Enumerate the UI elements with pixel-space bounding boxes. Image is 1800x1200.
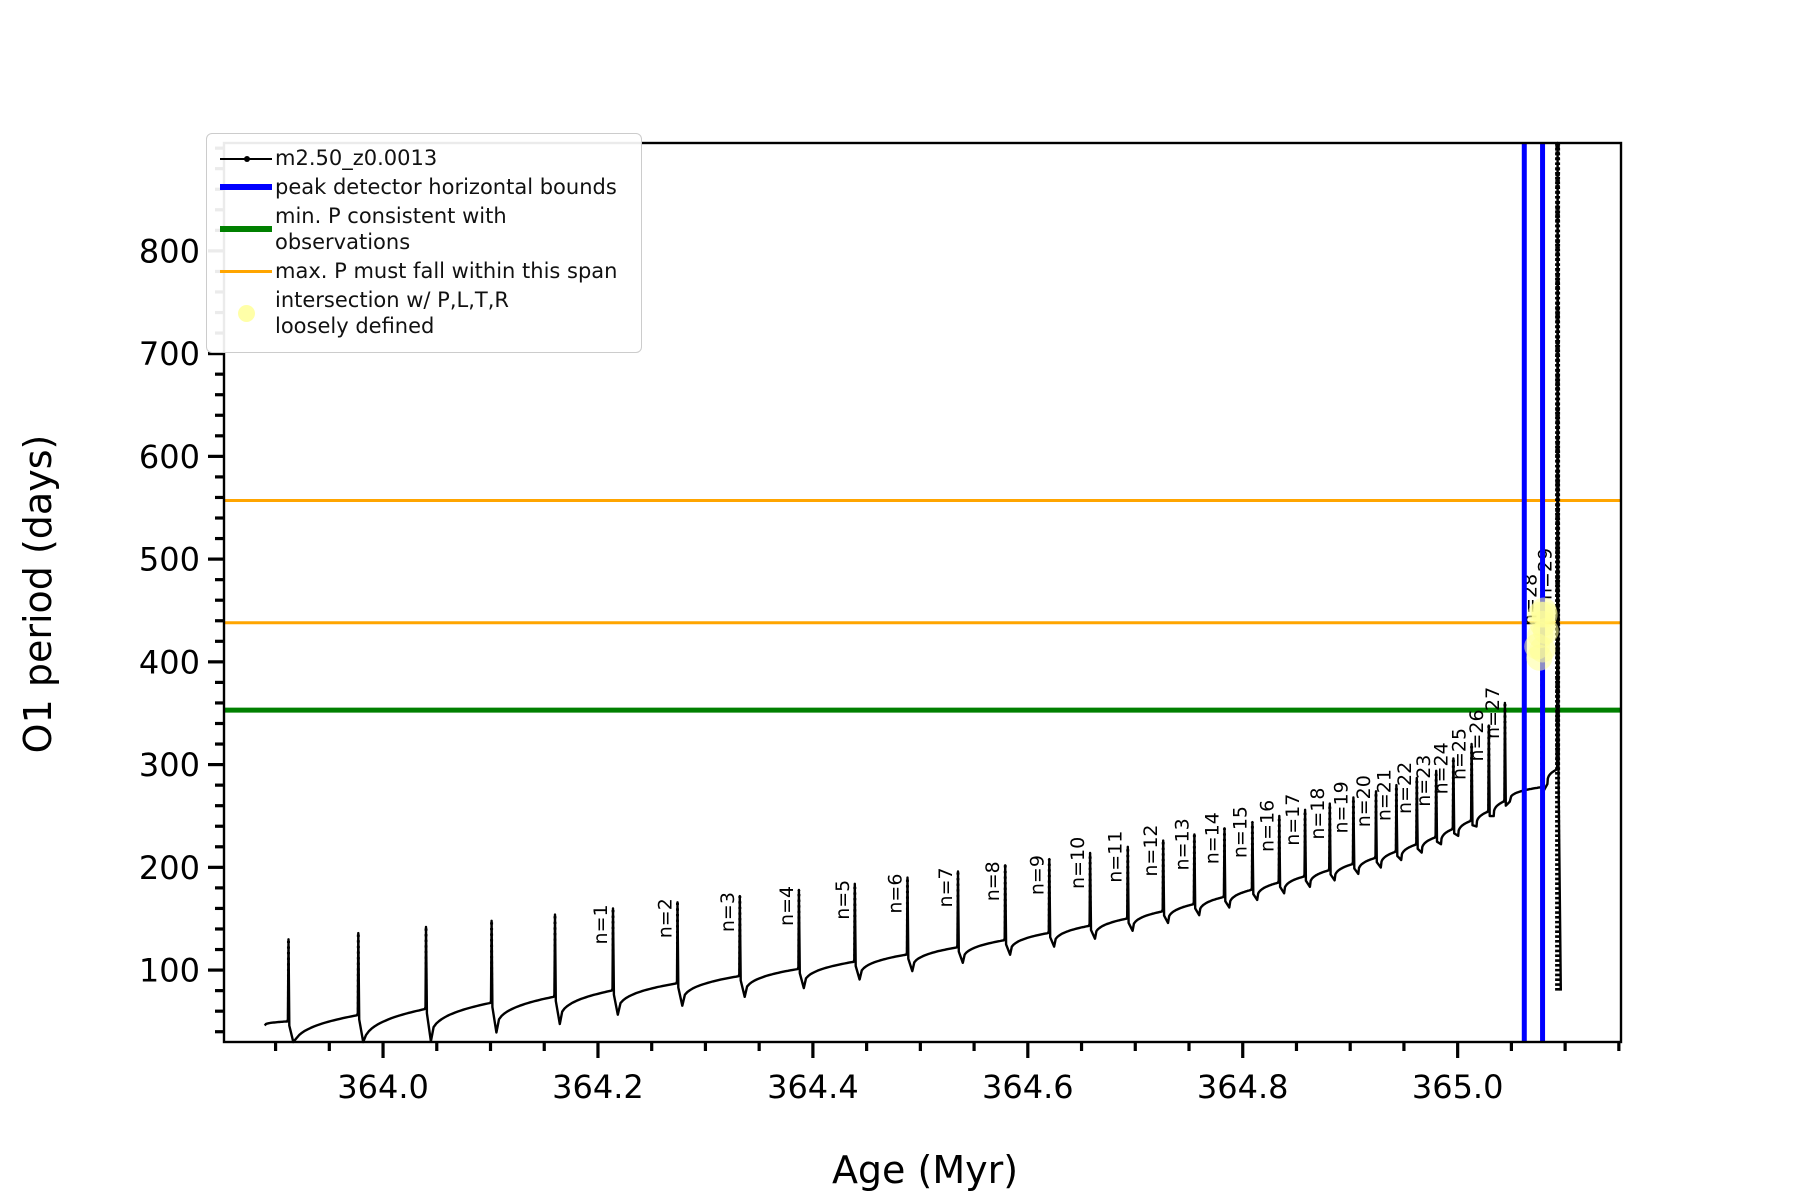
legend-item: m2.50_z0.0013 bbox=[217, 145, 629, 171]
legend-item-label: max. P must fall within this span bbox=[275, 259, 618, 283]
legend-circle-marker-icon bbox=[217, 300, 275, 326]
legend-item: min. P consistent with observations bbox=[217, 203, 629, 255]
pulse-annotation-label: n=29 bbox=[1535, 548, 1557, 600]
intersection-point bbox=[1530, 597, 1557, 624]
pulse-annotation-label: n=8 bbox=[982, 861, 1004, 901]
legend-line-marker-icon bbox=[217, 258, 275, 284]
pulse-annotation-label: n=17 bbox=[1282, 794, 1304, 846]
x-axis-title: Age (Myr) bbox=[831, 1148, 1019, 1192]
pulse-annotation-label: n=1 bbox=[590, 904, 612, 944]
pulse-annotation-label: n=11 bbox=[1105, 831, 1127, 883]
x-tick-label: 364.2 bbox=[552, 1068, 644, 1106]
axes-frame bbox=[222, 141, 1623, 1044]
pulse-annotation-label: n=27 bbox=[1482, 687, 1504, 739]
x-tick-label: 364.8 bbox=[1197, 1068, 1289, 1106]
y-tick-label: 600 bbox=[139, 438, 200, 476]
pulse-annotation-label: n=18 bbox=[1307, 787, 1329, 839]
y-tick-label: 700 bbox=[139, 335, 200, 373]
pulse-annotation-label: n=7 bbox=[935, 867, 957, 907]
y-tick-label: 400 bbox=[139, 643, 200, 681]
legend-item-label: peak detector horizontal bounds bbox=[275, 175, 617, 199]
pulse-annotation-label: n=6 bbox=[884, 874, 906, 914]
x-tick-label: 364.0 bbox=[337, 1068, 429, 1106]
legend-line-marker-icon bbox=[217, 145, 275, 171]
y-axis-title: O1 period (days) bbox=[16, 434, 60, 754]
pulse-annotation-label: n=12 bbox=[1140, 824, 1162, 876]
pulse-annotation-label: n=4 bbox=[776, 886, 798, 926]
pulse-annotation-label: n=25 bbox=[1449, 728, 1471, 780]
legend-line-marker-icon bbox=[217, 174, 275, 200]
pulse-annotation-label: n=13 bbox=[1171, 818, 1193, 870]
intersection-point bbox=[1532, 618, 1559, 645]
legend-item: intersection w/ P,L,T,R loosely defined bbox=[217, 287, 629, 339]
y-tick-label: 200 bbox=[139, 849, 200, 887]
pulse-annotation-label: n=26 bbox=[1466, 709, 1488, 761]
pulse-annotation-label: n=10 bbox=[1067, 837, 1089, 889]
pulse-annotation-label: n=20 bbox=[1353, 775, 1375, 827]
pulse-annotation-label: n=22 bbox=[1394, 762, 1416, 814]
pulse-annotation-label: n=19 bbox=[1330, 781, 1352, 833]
pulse-annotation-label: n=16 bbox=[1256, 800, 1278, 852]
x-tick-label: 364.4 bbox=[767, 1068, 859, 1106]
model-track-line bbox=[263, 141, 1562, 1044]
pulse-annotation-label: n=5 bbox=[832, 880, 854, 920]
y-tick-label: 300 bbox=[139, 746, 200, 784]
y-tick-label: 100 bbox=[139, 952, 200, 990]
legend-item-label: min. P consistent with observations bbox=[275, 204, 507, 254]
y-tick-label: 800 bbox=[139, 232, 200, 270]
pulse-annotation-label: n=23 bbox=[1413, 755, 1435, 807]
y-tick-label: 500 bbox=[139, 541, 200, 579]
legend-item-label: intersection w/ P,L,T,R loosely defined bbox=[275, 288, 509, 338]
pulse-annotation-label: n=3 bbox=[717, 892, 739, 932]
pulse-annotation-label: n=21 bbox=[1373, 769, 1395, 821]
legend-item: peak detector horizontal bounds bbox=[217, 174, 629, 200]
x-tick-label: 364.6 bbox=[982, 1068, 1074, 1106]
pulse-annotation-label: n=2 bbox=[654, 898, 676, 938]
pulse-annotation-label: n=14 bbox=[1201, 812, 1223, 864]
x-tick-label: 365.0 bbox=[1412, 1068, 1504, 1106]
pulse-annotation-label: n=24 bbox=[1430, 742, 1452, 794]
legend-item: max. P must fall within this span bbox=[217, 258, 629, 284]
legend-item-label: m2.50_z0.0013 bbox=[275, 146, 438, 170]
pulse-annotation-label: n=15 bbox=[1229, 806, 1251, 858]
legend-line-marker-icon bbox=[217, 216, 275, 242]
pulse-annotation-label: n=9 bbox=[1026, 855, 1048, 895]
intersection-point bbox=[1526, 644, 1553, 671]
